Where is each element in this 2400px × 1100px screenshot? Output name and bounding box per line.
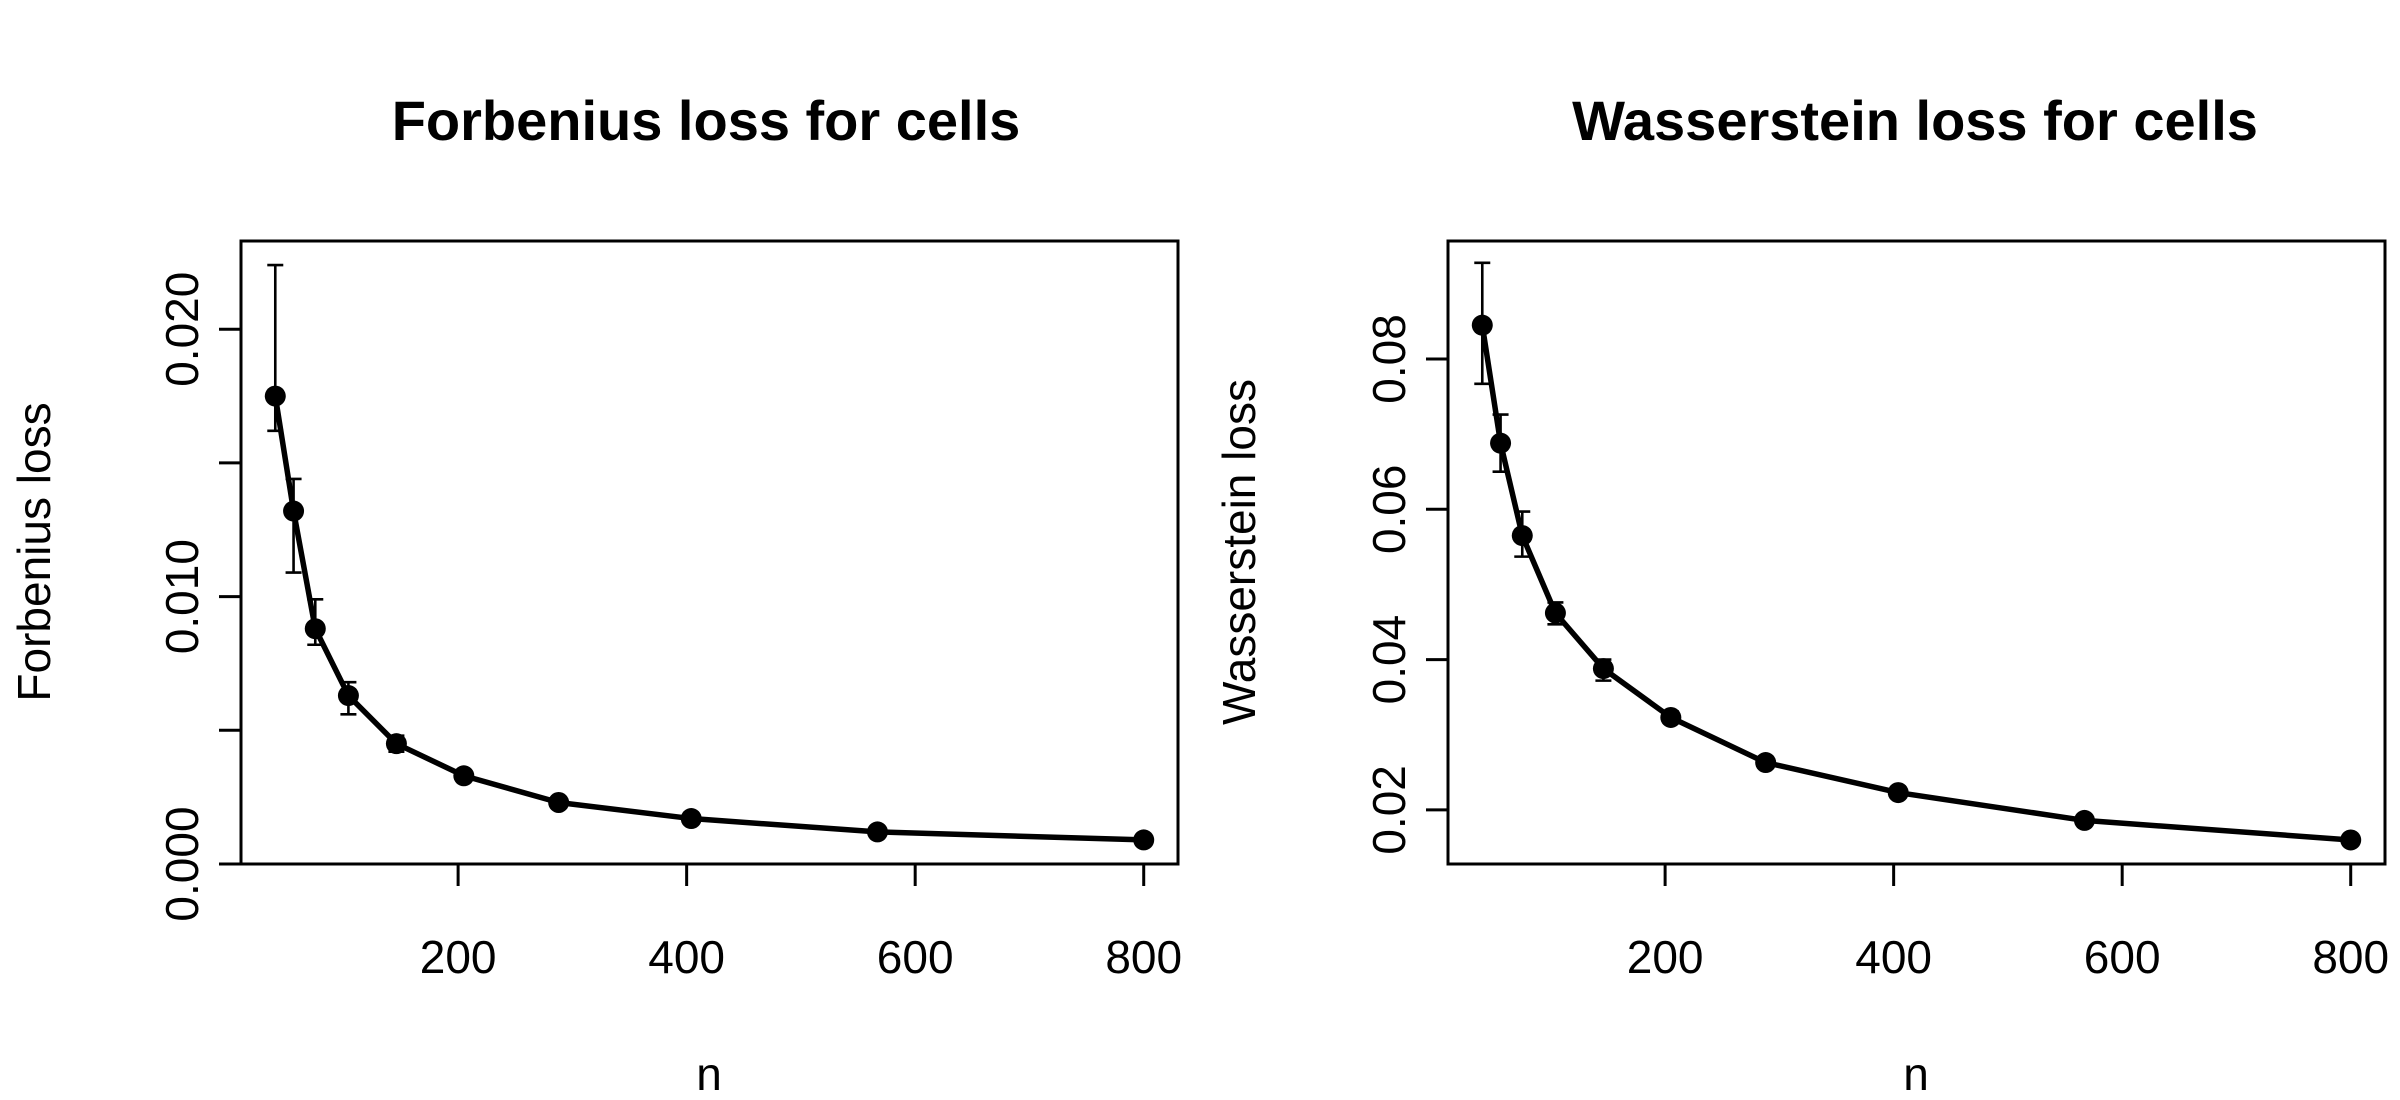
- data-point: [2073, 809, 2095, 831]
- y-tick-label: 0.04: [1363, 615, 1415, 705]
- data-point: [680, 808, 702, 830]
- y-tick-label: 0.06: [1363, 465, 1415, 555]
- x-axis-label: n: [696, 1048, 722, 1100]
- x-tick-label: 200: [420, 931, 497, 983]
- data-point: [1511, 525, 1533, 547]
- x-tick-label: 800: [1105, 931, 1182, 983]
- x-tick-label: 800: [2312, 931, 2389, 983]
- data-point: [304, 618, 326, 640]
- data-point: [1490, 432, 1512, 454]
- x-tick-label: 600: [2084, 931, 2161, 983]
- x-tick-label: 200: [1627, 931, 1704, 983]
- data-point: [264, 385, 286, 407]
- y-tick-label: 0.000: [156, 806, 208, 921]
- panel-frobenius: Forbenius loss for cells 200 400 600 800 0.…: [8, 89, 1182, 1100]
- y-tick-label: 0.08: [1363, 314, 1415, 404]
- data-point: [548, 792, 570, 814]
- x-axis-label: n: [1903, 1048, 1929, 1100]
- x-tick-label: 400: [1855, 931, 1932, 983]
- plot-area: [1471, 261, 2362, 851]
- x-axis: 200 400 600 800: [420, 862, 1182, 983]
- data-point: [283, 500, 305, 522]
- y-axis: 0.000 0.010 0.020: [156, 272, 243, 922]
- data-point: [1471, 314, 1493, 336]
- data-point: [1755, 752, 1777, 774]
- chart-title: Forbenius loss for cells: [392, 89, 1021, 152]
- x-tick-label: 600: [877, 931, 954, 983]
- data-point: [337, 685, 359, 707]
- data-point: [385, 733, 407, 755]
- chart-title: Wasserstein loss for cells: [1572, 89, 2258, 152]
- plot-area: [264, 263, 1155, 851]
- panel-wasserstein: Wasserstein loss for cells 200 400 600 800 …: [1213, 89, 2389, 1100]
- data-point: [453, 765, 475, 787]
- series-line: [272, 395, 1144, 843]
- y-tick-label: 0.020: [156, 272, 208, 387]
- data-point: [1660, 706, 1682, 728]
- x-tick-label: 400: [648, 931, 725, 983]
- y-axis: 0.02 0.04 0.06 0.08: [1363, 314, 1450, 855]
- y-axis-label: Wasserstein loss: [1213, 379, 1265, 725]
- data-point: [1887, 782, 1909, 804]
- y-axis-label: Forbenius loss: [8, 402, 60, 701]
- data-point: [866, 821, 888, 843]
- x-axis: 200 400 600 800: [1627, 862, 2389, 983]
- data-point: [1592, 658, 1614, 680]
- data-point: [1133, 829, 1155, 851]
- series-line: [1479, 324, 2351, 843]
- y-tick-label: 0.010: [156, 539, 208, 654]
- y-tick-label: 0.02: [1363, 765, 1415, 855]
- data-point: [1544, 602, 1566, 624]
- data-point: [2340, 829, 2362, 851]
